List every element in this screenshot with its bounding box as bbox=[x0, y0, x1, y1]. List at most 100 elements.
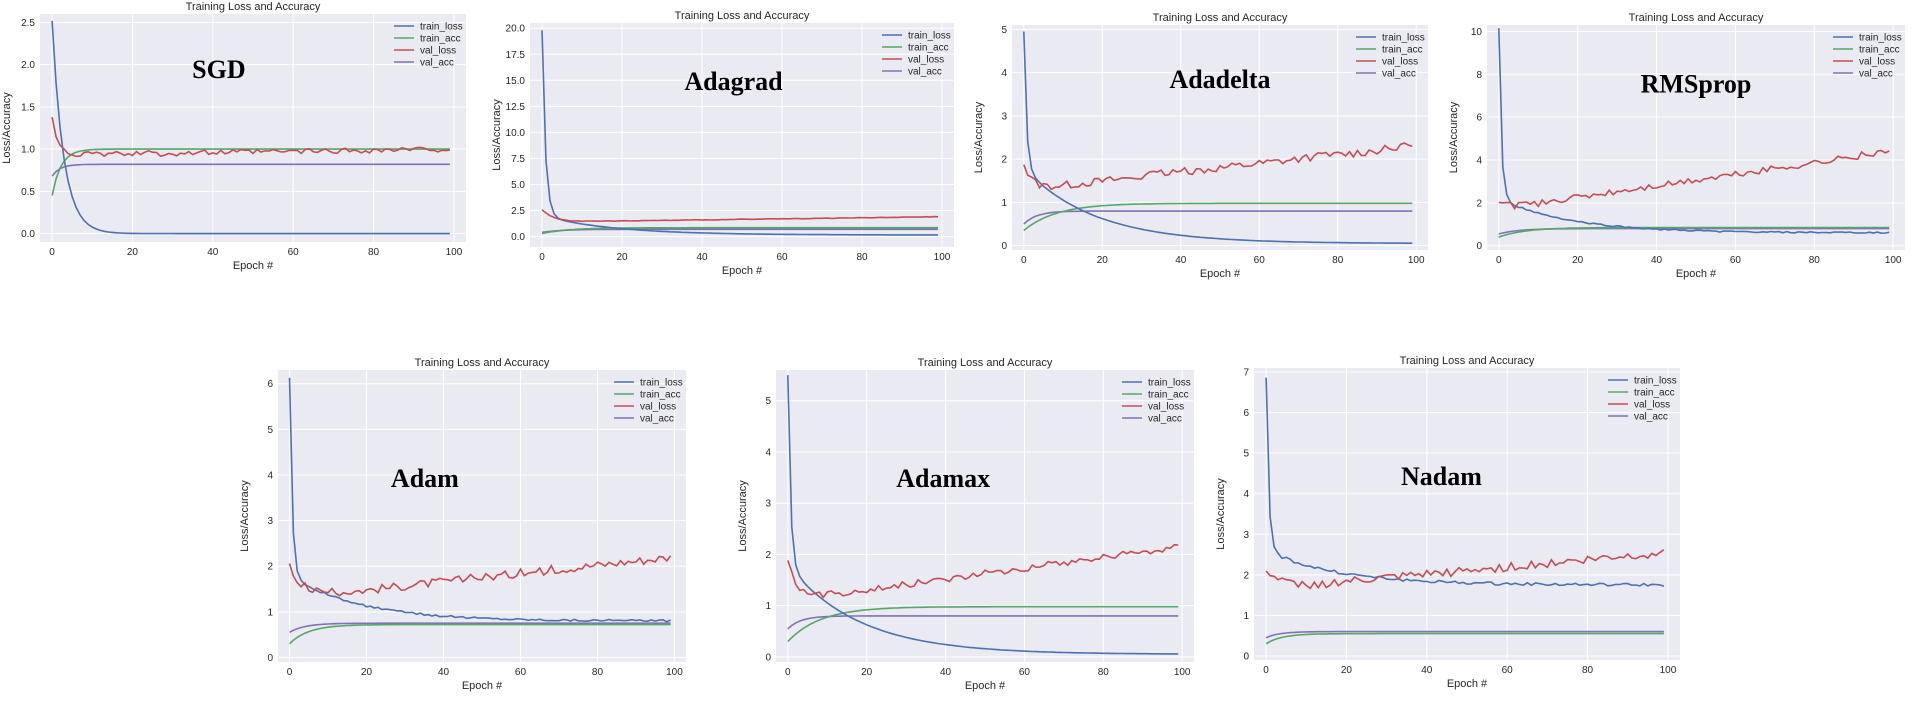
optimizer-label: Nadam bbox=[1401, 462, 1482, 491]
x-tick-label: 100 bbox=[1660, 665, 1677, 676]
series-line-train-acc bbox=[1265, 632, 1664, 645]
y-tick-label: 17.5 bbox=[506, 50, 526, 61]
y-tick-label: 0 bbox=[765, 652, 771, 663]
x-tick-label: 80 bbox=[856, 252, 868, 263]
y-tick-label: 5 bbox=[1243, 449, 1249, 460]
x-tick-label: 20 bbox=[1341, 665, 1353, 676]
legend-label: val_acc bbox=[1382, 69, 1416, 80]
chart-title: Training Loss and Accuracy bbox=[675, 10, 810, 22]
chart-svg: 0 20 40 60 80 100 0 2 4 6 8 10 Training Loss and Acc… bbox=[1448, 12, 1905, 280]
optimizer-label: SGD bbox=[192, 55, 245, 84]
series-line-val-acc bbox=[787, 615, 1179, 630]
chart-svg: 0 20 40 60 80 100 0 1 2 3 4 5 Training Loss and Accu… bbox=[973, 12, 1428, 280]
series-line-val-acc bbox=[51, 163, 450, 177]
chart-svg: 0 20 40 60 80 100 0 1 2 3 4 5 Training Loss and Accu… bbox=[737, 357, 1194, 692]
plot-background bbox=[40, 14, 466, 242]
optimizer-label: Adagrad bbox=[684, 67, 783, 96]
legend-label: train_acc bbox=[1382, 45, 1423, 56]
x-tick-label: 0 bbox=[1021, 255, 1027, 266]
y-tick-label: 7 bbox=[1243, 368, 1249, 379]
y-axis-label: Loss/Accuracy bbox=[973, 101, 985, 173]
y-tick-label: 4 bbox=[1476, 156, 1482, 167]
series-line-val-acc bbox=[1023, 210, 1413, 225]
series-line-train-acc bbox=[288, 623, 671, 645]
x-tick-label: 20 bbox=[861, 667, 873, 678]
plot-background bbox=[1012, 25, 1428, 250]
x-tick-label: 40 bbox=[1651, 255, 1663, 266]
y-tick-label: 0.5 bbox=[21, 187, 35, 198]
legend-label: val_acc bbox=[1859, 69, 1893, 80]
y-tick-label: 0.0 bbox=[511, 232, 525, 243]
y-tick-label: 0 bbox=[267, 653, 273, 664]
series-line-train-loss bbox=[1498, 28, 1890, 235]
x-tick-label: 80 bbox=[592, 667, 604, 678]
x-tick-label: 0 bbox=[785, 667, 791, 678]
chart-panel-adadelta: 0 20 40 60 80 100 0 1 2 3 4 5 Training Loss and Accu… bbox=[972, 8, 1440, 288]
x-tick-label: 20 bbox=[1572, 255, 1584, 266]
x-tick-label: 80 bbox=[1332, 255, 1344, 266]
x-tick-label: 40 bbox=[1175, 255, 1187, 266]
y-tick-label: 4 bbox=[765, 447, 771, 458]
x-tick-label: 80 bbox=[1809, 255, 1821, 266]
chart-panel-sgd: 0 20 40 60 80 100 0.0 0.5 1.0 1.5 2.0 2.5 Training L… bbox=[0, 0, 478, 280]
legend-label: val_loss bbox=[420, 46, 456, 57]
series-line-train-acc bbox=[541, 226, 938, 235]
legend-label: val_loss bbox=[1148, 402, 1184, 413]
legend-label: val_loss bbox=[908, 55, 944, 66]
legend-label: val_loss bbox=[640, 402, 676, 413]
y-tick-label: 0 bbox=[1001, 241, 1007, 252]
legend-label: val_acc bbox=[908, 67, 942, 78]
y-tick-label: 2 bbox=[765, 550, 771, 561]
legend-label: train_loss bbox=[640, 378, 683, 389]
legend-label: val_loss bbox=[1382, 57, 1418, 68]
x-axis-label: Epoch # bbox=[462, 680, 503, 692]
series-line-train-loss bbox=[288, 377, 671, 623]
y-tick-label: 2.5 bbox=[511, 206, 525, 217]
y-tick-label: 0 bbox=[1476, 241, 1482, 252]
chart-title: Training Loss and Accuracy bbox=[1629, 12, 1764, 24]
y-axis-label: Loss/Accuracy bbox=[1, 92, 13, 164]
x-tick-label: 0 bbox=[1263, 665, 1269, 676]
y-tick-label: 20.0 bbox=[506, 24, 526, 35]
x-axis-label: Epoch # bbox=[1200, 268, 1241, 280]
y-tick-label: 2 bbox=[267, 562, 273, 573]
y-axis-label: Loss/Accuracy bbox=[239, 480, 251, 552]
x-tick-label: 100 bbox=[1408, 255, 1425, 266]
y-axis-label: Loss/Accuracy bbox=[1215, 478, 1227, 550]
x-axis-label: Epoch # bbox=[1676, 268, 1717, 280]
series-line-val-loss bbox=[51, 117, 450, 158]
y-tick-label: 1 bbox=[1001, 198, 1007, 209]
x-tick-label: 0 bbox=[49, 247, 55, 258]
y-tick-label: 2 bbox=[1476, 198, 1482, 209]
legend-label: val_acc bbox=[1148, 414, 1182, 425]
y-tick-label: 5.0 bbox=[511, 180, 525, 191]
y-tick-label: 10.0 bbox=[506, 128, 526, 139]
series-line-val-loss bbox=[1498, 149, 1890, 211]
chart-panel-adagrad: 0 20 40 60 80 100 0.0 2.5 5.0 7.5 10.0 12.5 15.0 17.5… bbox=[486, 5, 958, 285]
chart-title: Training Loss and Accuracy bbox=[1400, 355, 1535, 367]
x-tick-label: 60 bbox=[515, 667, 527, 678]
y-axis-label: Loss/Accuracy bbox=[1448, 101, 1460, 173]
y-tick-label: 1.0 bbox=[21, 145, 35, 156]
x-tick-label: 60 bbox=[1019, 667, 1031, 678]
legend-label: train_loss bbox=[1859, 33, 1902, 44]
x-tick-label: 100 bbox=[1174, 667, 1191, 678]
x-tick-label: 40 bbox=[438, 667, 450, 678]
series-line-val-acc bbox=[541, 228, 938, 234]
y-tick-label: 2 bbox=[1243, 570, 1249, 581]
chart-title: Training Loss and Accuracy bbox=[186, 1, 321, 13]
y-tick-label: 0.0 bbox=[21, 229, 35, 240]
y-tick-label: 6 bbox=[1243, 408, 1249, 419]
x-tick-label: 20 bbox=[1097, 255, 1109, 266]
legend-label: train_loss bbox=[420, 22, 463, 33]
x-tick-label: 0 bbox=[287, 667, 293, 678]
legend-label: val_acc bbox=[1634, 412, 1668, 423]
x-axis-label: Epoch # bbox=[1447, 678, 1488, 690]
series-line-train-acc bbox=[787, 605, 1179, 643]
y-tick-label: 3 bbox=[267, 516, 273, 527]
series-line-train-loss bbox=[541, 30, 938, 236]
y-tick-label: 6 bbox=[267, 379, 273, 390]
series-line-val-loss bbox=[787, 543, 1179, 599]
x-tick-label: 60 bbox=[776, 252, 788, 263]
optimizer-label: Adam bbox=[391, 464, 459, 493]
